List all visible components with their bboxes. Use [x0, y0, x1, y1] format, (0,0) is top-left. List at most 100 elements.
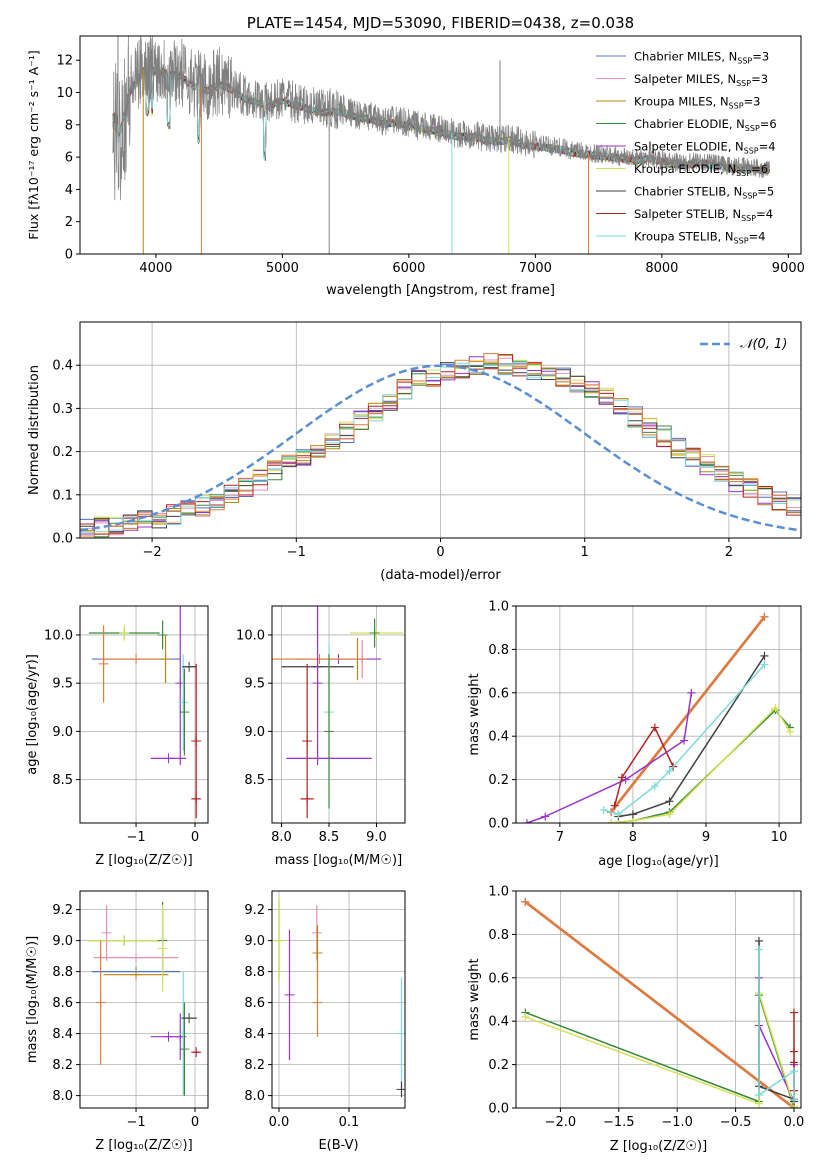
legend-sub: SSP: [744, 147, 759, 156]
y-tick-label: 8.4: [244, 1027, 265, 1042]
legend-entry: Salpeter STELIB, NSSP=4: [634, 207, 773, 223]
x-axis-label: Z [log₁₀(Z/Z☉)]: [95, 853, 192, 868]
x-tick-label: 0: [436, 545, 444, 560]
x-tick-label: 4000: [139, 261, 172, 276]
legend-entry: 𝒩(0, 1): [740, 337, 787, 352]
y-tick-label: 0.3: [52, 402, 73, 417]
histogram-plot: [80, 353, 801, 538]
y-tick-label: 9.2: [244, 903, 265, 918]
axes-frame: [515, 890, 802, 1109]
normal-curve: [80, 364, 801, 532]
y-tick-label: 0.4: [52, 359, 73, 374]
legend-label: Chabrier ELODIE, N: [634, 117, 745, 131]
mass-vs-ebv-plot: [274, 897, 405, 1098]
x-axis-label: mass [log₁₀(M/M☉)]: [275, 853, 402, 868]
y-tick-label: 10.0: [44, 628, 73, 643]
axes-frame: [79, 890, 209, 1109]
histogram-series: [80, 360, 801, 538]
legend-tail: =4: [759, 140, 776, 154]
x-tick-label: 1: [581, 545, 589, 560]
x-tick-label: 10: [771, 830, 788, 845]
x-tick-label: −2.0: [545, 1115, 577, 1130]
x-tick-label: 7: [556, 830, 564, 845]
x-tick-label: −1: [126, 1115, 145, 1130]
y-tick-label: 8.0: [52, 1089, 73, 1104]
y-axis-label: Normed distribution: [27, 365, 42, 495]
x-tick-label: 8.0: [271, 830, 292, 845]
x-tick-label: −1.5: [603, 1115, 635, 1130]
series-line: [610, 709, 791, 823]
y-axis-label: Flux [fλ10⁻¹⁷ erg cm⁻² s⁻¹ A⁻¹]: [26, 50, 41, 239]
x-tick-label: −1: [287, 545, 306, 560]
y-tick-label: 10.0: [236, 628, 265, 643]
histogram-series: [80, 357, 801, 536]
legend-label: Kroupa STELIB, N: [634, 230, 734, 244]
x-tick-label: 5000: [266, 261, 299, 276]
y-axis-label: age [log₁₀(age/yr)]: [25, 654, 40, 775]
axes-frame: [79, 35, 802, 255]
x-axis-label: E(B-V): [318, 1138, 358, 1153]
y-axis-label: mass weight: [467, 958, 482, 1040]
series-line: [525, 994, 795, 1108]
mass-vs-ebv-panel: 0.0 0.1 8.0 8.2 8.4 8.6 8.8 9.0 9.2 E(B-V): [244, 890, 406, 1153]
legend-tail: =4: [756, 207, 773, 221]
legend-entry: Chabrier ELODIE, NSSP=6: [634, 117, 777, 133]
age-vs-z-plot: [88, 606, 202, 819]
x-axis-label: Z [log₁₀(Z/Z☉)]: [610, 1139, 707, 1154]
y-tick-label: 0.8: [488, 643, 509, 658]
y-tick-label: 8.8: [52, 965, 73, 980]
y-axis-label: mass [log₁₀(M/M☉)]: [25, 936, 40, 1063]
x-tick-label: 9.0: [366, 830, 387, 845]
x-tick-label: −2: [143, 545, 162, 560]
mass-vs-z-plot: [88, 901, 202, 1096]
x-tick-label: 8.5: [319, 830, 340, 845]
legend-tail: =4: [749, 230, 766, 244]
massweight-vs-z-plot: [521, 897, 798, 1108]
y-tick-label: 8.6: [244, 996, 265, 1011]
y-axis-label: mass weight: [467, 673, 482, 755]
y-tick-label: 9.5: [244, 677, 265, 692]
y-tick-label: 1.0: [488, 600, 509, 615]
axes-frame: [515, 605, 802, 824]
x-tick-label: 2: [725, 545, 733, 560]
legend-sub: SSP: [741, 214, 756, 223]
legend-entry: Kroupa ELODIE, NSSP=6: [634, 162, 768, 178]
series-line: [526, 692, 693, 823]
y-tick-label: 9.2: [52, 903, 73, 918]
y-tick-label: 8.8: [244, 965, 265, 980]
y-tick-label: 9.0: [244, 934, 265, 949]
legend-label: Salpeter MILES, N: [634, 72, 736, 86]
series-line: [525, 992, 795, 1107]
y-tick-label: 0.6: [488, 971, 509, 986]
legend-tail: =6: [751, 162, 768, 176]
legend-sub: SSP: [745, 124, 760, 133]
legend-tail: =3: [751, 72, 768, 86]
legend-sub: SSP: [729, 102, 744, 111]
x-tick-label: 8: [629, 830, 637, 845]
x-axis-label: (data-model)/error: [380, 568, 501, 583]
age-vs-mass-plot: [272, 606, 404, 819]
y-tick-label: 2: [65, 215, 73, 230]
legend-label: Chabrier STELIB, N: [634, 185, 742, 199]
y-tick-label: 6: [65, 151, 73, 166]
y-tick-label: 10: [56, 86, 73, 101]
x-tick-label: 8000: [645, 261, 678, 276]
legend-label: Salpeter ELODIE, N: [634, 140, 744, 154]
x-tick-label: −1: [126, 830, 145, 845]
y-tick-label: 8: [65, 118, 73, 133]
y-tick-label: 0.1: [52, 488, 73, 503]
x-tick-label: 0.0: [269, 1115, 290, 1130]
x-tick-label: 6000: [392, 261, 425, 276]
legend-label: Kroupa ELODIE, N: [634, 162, 736, 176]
y-tick-label: 8.6: [52, 996, 73, 1011]
y-tick-label: 1.0: [488, 885, 509, 900]
y-tick-label: 0.6: [488, 686, 509, 701]
legend-entry: Kroupa STELIB, NSSP=4: [634, 230, 765, 246]
legend-tail: =3: [744, 95, 761, 109]
histogram-panel: −2 −1 0 1 2 0.0 0.1 0.2 0.3 0.4 (data-model)/error…: [27, 321, 802, 583]
legend-tail: =6: [760, 117, 777, 131]
y-tick-label: 0.4: [488, 730, 509, 745]
y-tick-label: 0.8: [488, 928, 509, 943]
age-vs-z-panel: −1 0 8.5 9.0 9.5 10.0 Z [log₁₀(Z/Z☉)] age [log₁…: [25, 605, 209, 868]
